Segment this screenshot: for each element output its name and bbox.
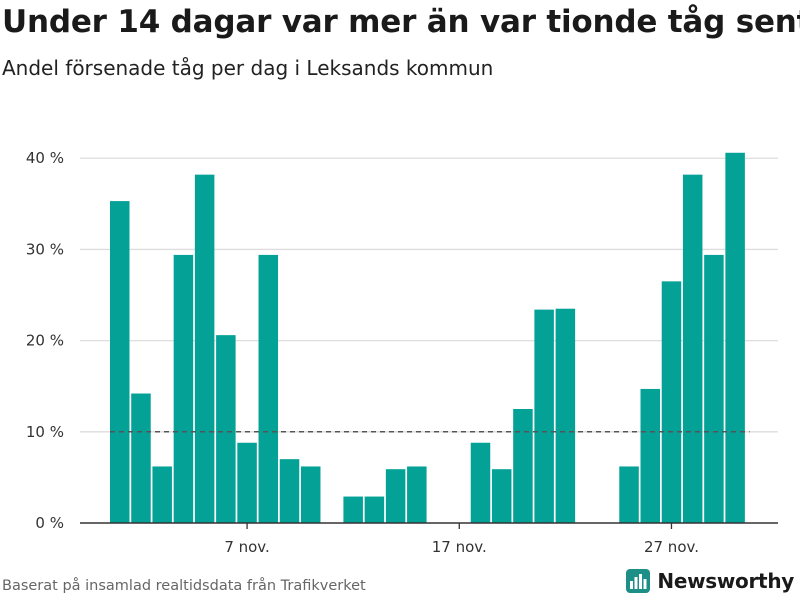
bar: [194, 174, 215, 523]
bar: [110, 201, 130, 523]
bar: [131, 393, 151, 523]
chart-subtitle: Andel försenade tåg per dag i Leksands k…: [2, 56, 494, 80]
source-note: Baserat på insamlad realtidsdata från Tr…: [2, 578, 366, 594]
bar: [725, 152, 745, 523]
y-tick-label: 20 %: [26, 332, 64, 350]
x-tick-label: 7 nov.: [224, 538, 269, 556]
y-axis-labels: 0 % 10 % 20 % 30 % 40 %: [26, 149, 64, 532]
bars: [110, 152, 745, 523]
bar: [173, 254, 194, 523]
bar: [619, 466, 639, 523]
bar: [470, 442, 491, 523]
bar: [364, 496, 385, 523]
y-tick-label: 0 %: [35, 514, 64, 532]
bar: [279, 459, 300, 523]
chart-title: Under 14 dagar var mer än var tionde tåg…: [2, 4, 800, 40]
brand-name: Newsworthy: [657, 569, 794, 593]
bar: [682, 174, 703, 523]
y-tick-label: 10 %: [26, 423, 64, 441]
newsworthy-logo[interactable]: Newsworthy: [625, 568, 794, 594]
bar-chart: 0 % 10 % 20 % 30 % 40 % 7 nov. 17 nov. 27 nov.: [26, 149, 778, 556]
x-axis: 7 nov. 17 nov. 27 nov.: [80, 522, 778, 556]
x-tick-label: 17 nov.: [432, 538, 487, 556]
bar: [661, 281, 682, 523]
bar: [513, 409, 533, 523]
x-tick-label: 27 nov.: [644, 538, 699, 556]
bar: [300, 466, 321, 523]
bar: [343, 496, 363, 523]
y-tick-label: 40 %: [26, 149, 64, 167]
y-tick-label: 30 %: [26, 240, 64, 258]
bar: [491, 469, 512, 523]
bar: [534, 309, 554, 523]
bar: [385, 469, 406, 523]
bar: [555, 308, 576, 523]
bar: [258, 254, 279, 523]
bar: [640, 388, 660, 523]
bar: [407, 466, 427, 523]
bar: [237, 442, 257, 523]
bar: [216, 335, 236, 523]
bar: [704, 254, 724, 523]
bar: [152, 466, 172, 523]
bar-chart-logo-icon: [626, 569, 651, 593]
